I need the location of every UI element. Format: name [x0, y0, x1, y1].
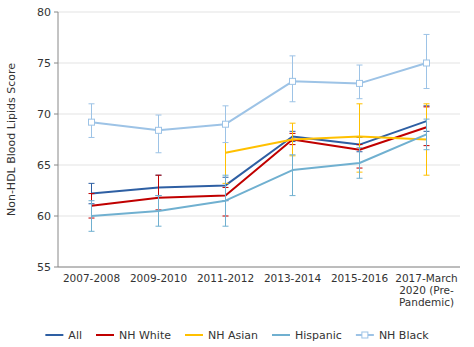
legend-label: All [68, 329, 82, 342]
y-tick [54, 114, 58, 115]
series-line [92, 121, 427, 193]
x-tick-label-line: 2009-2010 [130, 272, 187, 284]
x-tick-label-line: 2020 (Pre- [399, 284, 454, 296]
x-tick-label-line: Pandemic) [399, 296, 454, 308]
legend-label: NH Asian [208, 329, 258, 342]
grid-line [58, 12, 460, 13]
series [89, 119, 430, 231]
legend-label: NH Black [379, 329, 429, 342]
x-tick-label-line: 2015-2016 [331, 272, 389, 284]
error-bar [223, 106, 229, 143]
y-tick [54, 267, 58, 268]
series-line [92, 127, 427, 206]
grid-line [58, 114, 460, 115]
x-tick-label-line: 2011-2012 [197, 272, 254, 284]
y-axis-line [58, 12, 59, 267]
series [89, 107, 430, 218]
legend-label: NH White [119, 329, 171, 342]
x-tick-label: 2017-March2020 (Pre-Pandemic) [395, 272, 458, 308]
series [89, 34, 430, 152]
series [223, 104, 430, 184]
error-bar [357, 65, 363, 99]
y-tick-label: 65 [37, 159, 51, 172]
x-tick-label: 2011-2012 [197, 272, 254, 284]
x-tick-label: 2009-2010 [130, 272, 187, 284]
error-bar [156, 115, 162, 153]
y-tick-label: 70 [37, 108, 51, 121]
grid-line [58, 165, 460, 166]
point-marker [223, 121, 229, 127]
chart: 55 60 65 70 75 80 Non-HDL Blood Lipids Score 20… [0, 0, 474, 347]
point-marker [89, 119, 95, 125]
y-axis: 55 60 65 70 75 80 [37, 6, 460, 274]
error-bar [424, 34, 430, 88]
y-tick [54, 216, 58, 217]
y-tick [54, 12, 58, 13]
x-axis-line [58, 267, 460, 268]
legend-swatch [96, 334, 114, 336]
legend-swatch [185, 334, 203, 336]
point-marker [156, 127, 162, 133]
series-line [92, 63, 427, 130]
legend-item: NH White [96, 329, 171, 342]
error-bar [290, 56, 296, 102]
legend-swatch [45, 334, 63, 336]
series-line [226, 136, 427, 152]
x-tick-label: 2015-2016 [331, 272, 389, 284]
legend-marker [362, 332, 368, 338]
y-tick-label: 75 [37, 57, 51, 70]
grid-line [58, 267, 460, 268]
error-bar [89, 104, 95, 138]
plot-area [89, 34, 430, 231]
point-marker [290, 78, 296, 84]
x-tick-label-line: 2017-March [395, 272, 458, 284]
y-tick-label: 55 [37, 261, 51, 274]
x-tick-label: 2013-2014 [264, 272, 322, 284]
y-tick-label: 60 [37, 210, 51, 223]
x-axis: 2007-2008 2009-2010 2011-2012 2013-2014 2015… [63, 272, 458, 308]
point-marker [357, 80, 363, 86]
y-tick-label: 80 [37, 6, 51, 19]
legend-label: Hispanic [295, 329, 342, 342]
grid-line [58, 216, 460, 217]
legend-item: NH Asian [185, 329, 258, 342]
series-line [92, 134, 427, 216]
legend: All NH White NH Asian Hispanic NH Black [45, 329, 429, 342]
x-tick-label-line: 2007-2008 [63, 272, 120, 284]
legend-item: NH Black [356, 329, 429, 342]
x-tick-label-line: 2013-2014 [264, 272, 322, 284]
legend-item: All [45, 329, 82, 342]
point-marker [424, 60, 430, 66]
x-tick-label: 2007-2008 [63, 272, 120, 284]
error-bar [290, 155, 296, 196]
legend-item: Hispanic [272, 329, 342, 342]
grid-line [58, 63, 460, 64]
legend-swatch [272, 334, 290, 336]
y-tick [54, 63, 58, 64]
y-axis-label: Non-HDL Blood Lipids Score [5, 63, 18, 216]
y-tick [54, 165, 58, 166]
